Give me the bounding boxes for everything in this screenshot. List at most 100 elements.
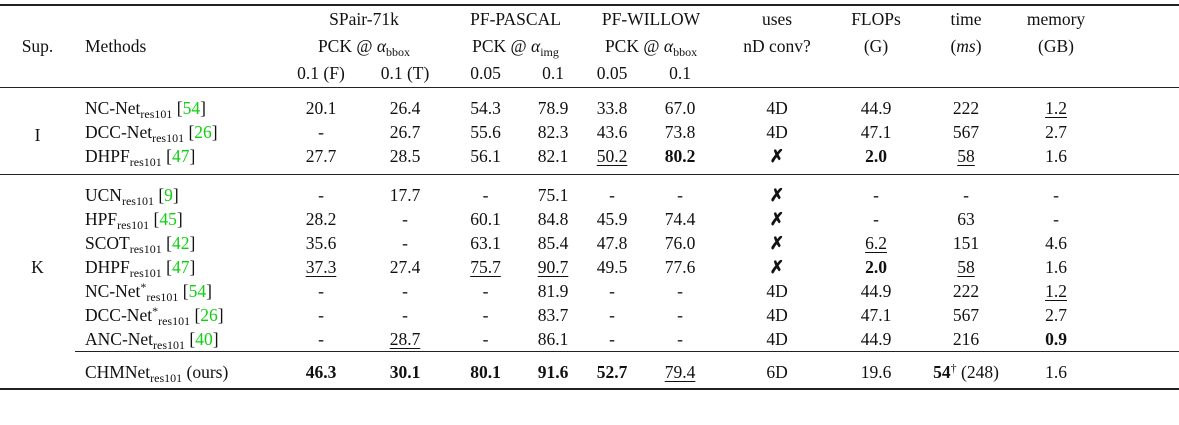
table-cell: 6D <box>719 351 836 390</box>
table-cell: - <box>1053 209 1059 229</box>
table-cell: 80.2 <box>664 146 696 166</box>
header-thr: 0.1 (T) <box>380 63 430 83</box>
table-row: DHPFres101 [47] 37.3 27.4 75.7 90.7 49.5 77.6 ✗… <box>0 255 1179 279</box>
table-cell: 4D <box>766 329 788 349</box>
method-name: DHPFres101 [47] <box>85 146 196 169</box>
header-nd-1: uses <box>719 4 836 33</box>
method-name: UCNres101 [9] <box>75 174 280 207</box>
table-cell: 1.6 <box>1045 257 1067 277</box>
table-cell: 1.2 <box>1045 281 1067 301</box>
table-cell: ✗ <box>769 233 785 253</box>
table-cell: 27.4 <box>389 257 421 277</box>
table-cell: 1.6 <box>1015 351 1098 390</box>
table-cell: 63.1 <box>470 233 501 253</box>
header-willow: PF-WILLOW <box>583 4 720 33</box>
table-cell: 50.2 <box>596 146 628 166</box>
table-cell: 58 <box>957 257 975 277</box>
method-name: NC-Netres101 [54] <box>75 87 280 120</box>
citation-link[interactable]: 40 <box>195 329 213 349</box>
table-row: DCC-Netres101 [26] - 26.7 55.6 82.3 43.6 73.8 4… <box>0 120 1179 144</box>
citation-link[interactable]: 45 <box>159 209 177 229</box>
header-pascal-metric: PCK @ αimg <box>472 36 559 59</box>
table-cell: - <box>448 174 523 207</box>
header-flops-2: (G) <box>863 36 889 56</box>
table-cell: 77.6 <box>664 257 696 277</box>
citation-link[interactable]: 54 <box>188 281 207 301</box>
citation-link[interactable]: 47 <box>171 257 190 277</box>
method-name: DCC-Net*res101 [26] <box>85 304 224 328</box>
table-cell: 73.8 <box>664 122 696 142</box>
table-cell: 33.8 <box>583 87 642 120</box>
table-cell: 4D <box>766 281 788 301</box>
table-cell: 85.4 <box>537 233 569 253</box>
table-cell: 45.9 <box>596 209 628 229</box>
table-cell: - <box>482 281 489 301</box>
citation-link[interactable]: 54 <box>182 98 201 118</box>
table-cell: 54.3 <box>448 87 523 120</box>
method-name: DCC-Netres101 [26] <box>85 122 218 145</box>
table-cell: 2.7 <box>1045 305 1067 325</box>
table-cell: - <box>402 305 408 325</box>
table-cell: - <box>677 329 683 349</box>
table-cell: 44.9 <box>860 329 892 349</box>
citation-link[interactable]: 42 <box>171 233 190 253</box>
table-cell: 60.1 <box>470 209 501 229</box>
table-row-ours: CHMNetres101 (ours) 46.3 30.1 80.1 91.6 52.7 7… <box>0 351 1179 390</box>
table-cell: - <box>402 209 408 229</box>
table-cell: 56.1 <box>470 146 501 166</box>
table-cell: 47.8 <box>596 233 628 253</box>
method-name: SCOTres101 [42] <box>85 233 196 256</box>
table-cell: 91.6 <box>523 351 584 390</box>
table-cell: 86.1 <box>537 329 569 349</box>
header-willow-metric: PCK @ αbbox <box>604 36 698 59</box>
header-thr: 0.1 (F) <box>297 63 345 83</box>
table-cell: 151 <box>952 233 980 253</box>
table-cell: - <box>677 281 683 301</box>
table-cell: - <box>318 305 324 325</box>
table-cell: 222 <box>952 281 980 301</box>
table-cell: 28.7 <box>389 329 421 349</box>
table-cell: 67.0 <box>641 87 720 120</box>
table-cell: 20.1 <box>280 87 362 120</box>
header-flops-1: FLOPs <box>835 4 918 33</box>
table-row: SCOTres101 [42] 35.6 - 63.1 85.4 47.8 76.0 ✗ 6.2… <box>0 231 1179 255</box>
table-cell: - <box>873 209 879 229</box>
table-cell: 58 <box>957 146 975 166</box>
table-cell: ✗ <box>769 257 785 277</box>
table-cell: 35.6 <box>305 233 337 253</box>
table-cell: 37.3 <box>305 257 337 277</box>
table-cell: 55.6 <box>470 122 501 142</box>
header-sup: Sup. <box>21 36 54 56</box>
table-cell: 28.5 <box>389 146 421 166</box>
table-cell: - <box>318 122 324 142</box>
table-cell: - <box>482 329 489 349</box>
table-cell: - <box>677 305 683 325</box>
citation-link[interactable]: 26 <box>194 122 212 142</box>
table-cell: 6.2 <box>865 233 887 253</box>
citation-link[interactable]: 26 <box>200 305 218 325</box>
table-cell: 19.6 <box>835 351 918 390</box>
table-cell: - <box>609 329 615 349</box>
table-cell: 222 <box>917 87 1016 120</box>
table-cell: 76.0 <box>664 233 696 253</box>
header-thr: 0.05 <box>470 63 501 83</box>
table-cell: 567 <box>952 305 980 325</box>
results-table: SPair-71k PF-PASCAL PF-WILLOW uses FLOPs… <box>0 4 1179 390</box>
citation-link[interactable]: 9 <box>164 185 173 205</box>
table-cell: 81.9 <box>537 281 569 301</box>
header-pascal: PF-PASCAL <box>448 4 584 33</box>
citation-link[interactable]: 47 <box>171 146 190 166</box>
table-cell: 1.6 <box>1045 146 1067 166</box>
table-cell: 78.9 <box>523 87 584 120</box>
table-cell: 216 <box>952 329 980 349</box>
table-cell: 44.9 <box>860 281 892 301</box>
table-cell: 52.7 <box>583 351 642 390</box>
table-cell: - <box>609 281 615 301</box>
table-cell: 4.6 <box>1045 233 1067 253</box>
table-cell: 44.9 <box>835 87 918 120</box>
table-cell: ✗ <box>769 209 785 229</box>
method-name: CHMNetres101 (ours) <box>75 351 280 390</box>
table-cell: 90.7 <box>537 257 569 277</box>
table-cell: 84.8 <box>537 209 569 229</box>
table-row: DHPFres101 [47] 27.7 28.5 56.1 82.1 50.2 80.2 ✗… <box>0 144 1179 175</box>
